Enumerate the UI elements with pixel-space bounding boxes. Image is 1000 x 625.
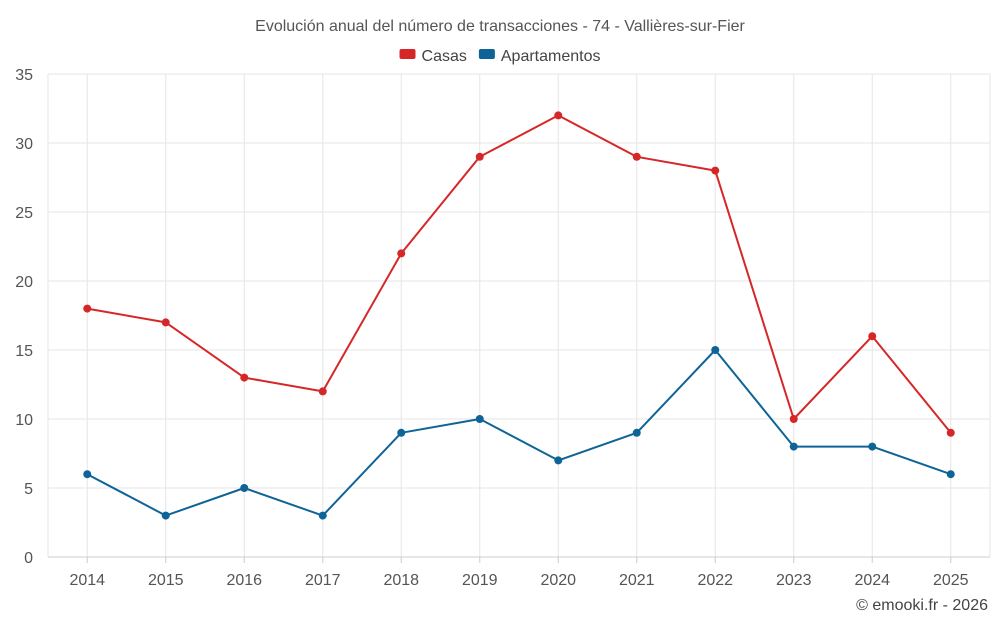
data-point-casas: [318, 387, 327, 396]
x-tick-label: 2020: [540, 572, 576, 589]
x-tick-label: 2021: [619, 572, 655, 589]
data-point-apartamentos: [318, 511, 327, 520]
x-tick-label: 2015: [148, 572, 184, 589]
data-point-apartamentos: [868, 442, 877, 451]
data-point-apartamentos: [946, 470, 955, 479]
x-tick-label: 2016: [226, 572, 262, 589]
x-tick-label: 2014: [69, 572, 105, 589]
data-point-casas: [554, 111, 563, 120]
data-point-apartamentos: [789, 442, 798, 451]
y-tick-label: 35: [15, 67, 33, 84]
data-point-casas: [632, 152, 641, 161]
grid: [47, 73, 991, 558]
x-tick-label: 2025: [933, 572, 969, 589]
data-point-casas: [83, 304, 92, 313]
x-axis-ticks: 2014 2015 2016 2017 2018 2019 2020 2021 2022 2023…: [69, 557, 969, 589]
legend-swatch: [478, 49, 495, 59]
series-line-apartamentos: [86, 349, 952, 517]
x-tick-label: 2017: [305, 572, 341, 589]
data-point-casas: [868, 332, 877, 341]
legend-label: Apartamentos: [501, 48, 601, 65]
legend: Casas Apartamentos: [399, 48, 601, 65]
legend-label: Casas: [422, 48, 467, 65]
y-tick-label: 30: [15, 136, 33, 153]
data-point-casas: [161, 318, 170, 327]
data-point-casas: [397, 249, 406, 258]
y-tick-label: 25: [15, 205, 33, 222]
y-axis-ticks: 0 5 10 15 20 25 30 35: [15, 67, 33, 567]
credit-text: © emooki.fr - 2026: [856, 597, 988, 614]
series-line-casas: [87, 114, 952, 434]
data-point-casas: [789, 415, 798, 423]
chart-title: Evolución anual del número de transaccio…: [255, 18, 745, 35]
data-point-apartamentos: [554, 456, 563, 465]
x-tick-label: 2019: [462, 572, 498, 589]
x-tick-label: 2023: [776, 572, 812, 589]
series-casas: [83, 111, 955, 437]
data-point-apartamentos: [161, 511, 170, 520]
data-point-apartamentos: [83, 470, 92, 479]
data-point-apartamentos: [632, 428, 641, 437]
data-point-casas: [240, 373, 249, 382]
series-layer: [83, 111, 955, 520]
series-apartamentos: [83, 346, 955, 520]
data-point-casas: [711, 166, 720, 175]
data-point-apartamentos: [240, 484, 249, 492]
data-point-apartamentos: [711, 346, 720, 354]
y-tick-label: 5: [24, 481, 33, 498]
data-point-casas: [946, 428, 955, 437]
y-tick-label: 15: [15, 343, 33, 360]
x-tick-label: 2018: [383, 572, 419, 589]
legend-item-casas[interactable]: Casas: [399, 48, 467, 65]
data-point-casas: [475, 152, 484, 161]
x-tick-label: 2024: [854, 572, 890, 589]
x-tick-label: 2022: [697, 572, 733, 589]
legend-swatch: [399, 49, 416, 59]
data-point-apartamentos: [397, 428, 406, 437]
y-tick-label: 10: [15, 412, 33, 429]
y-tick-label: 20: [15, 274, 33, 291]
data-point-apartamentos: [475, 415, 484, 423]
y-tick-label: 0: [24, 550, 33, 567]
legend-item-apartamentos[interactable]: Apartamentos: [478, 48, 601, 65]
